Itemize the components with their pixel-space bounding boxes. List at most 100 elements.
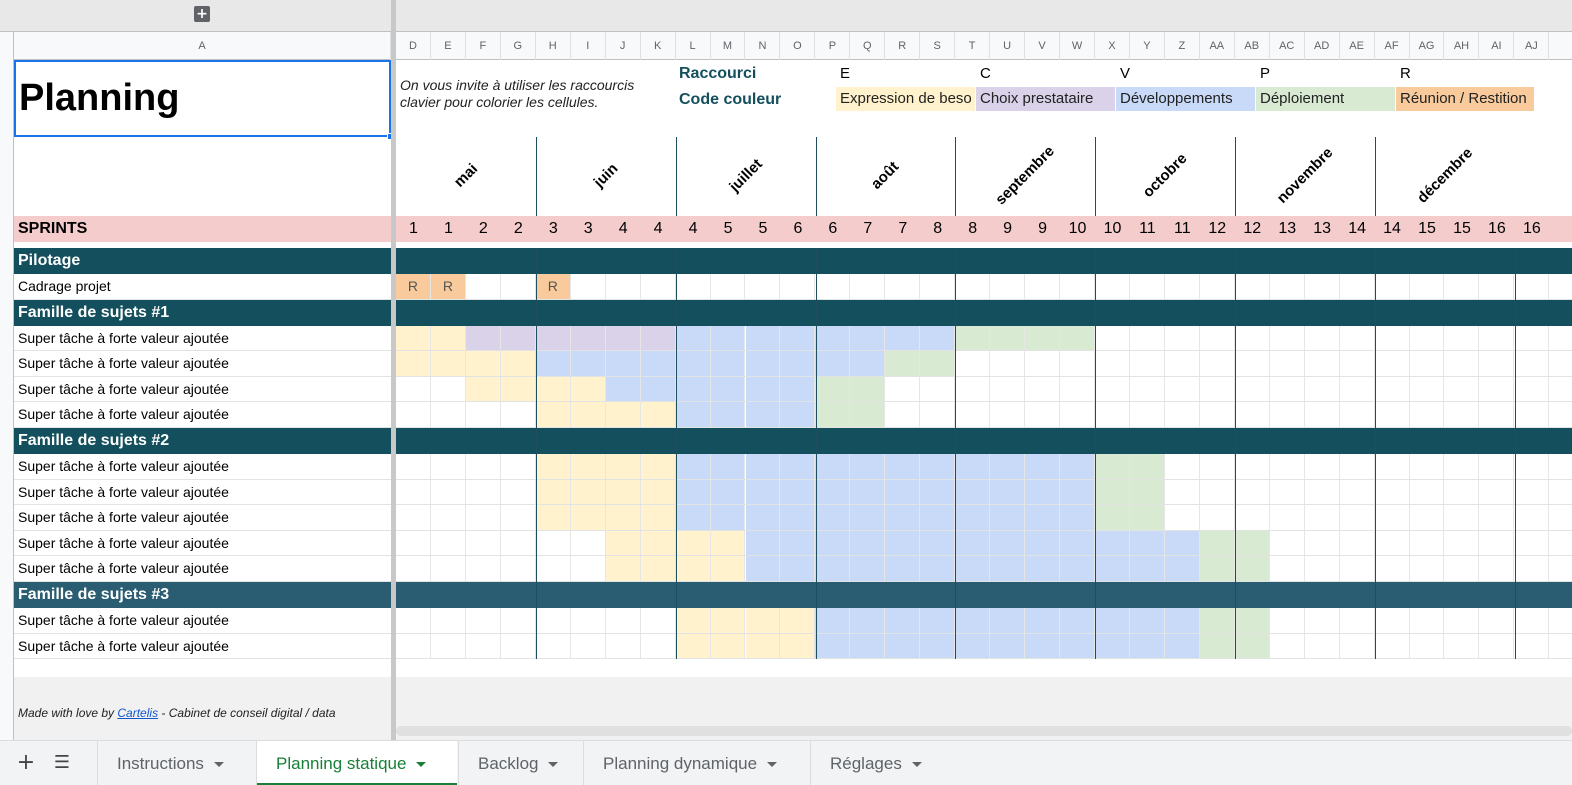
timeline-cell[interactable] [1235, 505, 1270, 531]
timeline-cell[interactable] [535, 325, 571, 352]
timeline-cell[interactable] [1270, 351, 1305, 377]
timeline-cell[interactable] [1129, 633, 1165, 660]
timeline-cell[interactable] [815, 556, 851, 582]
timeline-cell[interactable] [1410, 530, 1445, 557]
timeline-cell[interactable] [675, 376, 711, 403]
timeline-cell[interactable] [1164, 608, 1200, 634]
timeline-cell[interactable] [710, 608, 746, 634]
cartelis-link[interactable]: Cartelis [117, 706, 159, 720]
timeline-cell[interactable] [710, 479, 746, 506]
timeline-cell[interactable] [815, 608, 851, 634]
timeline-cell[interactable] [1305, 608, 1340, 634]
timeline-cell[interactable] [885, 351, 921, 377]
timeline-cell[interactable] [536, 556, 571, 582]
timeline-cell[interactable] [1060, 274, 1095, 300]
timeline-cell[interactable] [990, 351, 1026, 377]
timeline-cell[interactable] [850, 505, 886, 531]
timeline-cell[interactable] [1305, 376, 1340, 403]
timeline-cell[interactable] [1165, 325, 1200, 352]
timeline-cell[interactable] [850, 454, 886, 480]
timeline-cell[interactable] [1270, 530, 1305, 557]
timeline-cell[interactable] [675, 505, 711, 531]
timeline-cell[interactable] [850, 376, 886, 403]
timeline-cell[interactable] [466, 479, 501, 506]
timeline-cell[interactable] [500, 376, 536, 403]
timeline-cell[interactable] [955, 454, 991, 480]
timeline-cell[interactable] [675, 608, 711, 634]
timeline-cell[interactable] [710, 505, 746, 531]
timeline-cell[interactable] [640, 479, 676, 506]
timeline-cell[interactable] [1060, 608, 1095, 634]
column-header-z[interactable]: Z [1165, 32, 1200, 60]
sprints-label[interactable]: SPRINTS [18, 220, 88, 237]
timeline-cell[interactable] [920, 454, 956, 480]
timeline-cell[interactable] [675, 325, 711, 352]
timeline-cell[interactable] [570, 351, 606, 377]
timeline-cell[interactable] [955, 351, 991, 377]
sheet-tab[interactable]: Backlog [459, 741, 582, 785]
timeline-cell[interactable] [815, 530, 851, 557]
timeline-cell[interactable] [501, 530, 536, 557]
timeline-cell[interactable] [990, 376, 1026, 403]
timeline-cell[interactable] [1060, 479, 1095, 506]
timeline-cell[interactable] [885, 556, 921, 582]
timeline-cell[interactable] [1445, 351, 1480, 377]
select-all-corner[interactable] [0, 32, 14, 60]
column-header-n[interactable]: N [746, 32, 781, 60]
timeline-cell[interactable] [1479, 274, 1515, 300]
timeline-cell[interactable] [1165, 376, 1200, 403]
timeline-cell[interactable] [1025, 608, 1061, 634]
timeline-cell[interactable] [1375, 530, 1410, 557]
timeline-cell[interactable] [745, 351, 781, 377]
column-header-q[interactable]: Q [850, 32, 886, 60]
timeline-cell[interactable] [920, 608, 956, 634]
timeline-cell[interactable] [1095, 530, 1130, 557]
timeline-cell[interactable] [1199, 608, 1235, 634]
timeline-cell[interactable] [396, 633, 431, 660]
timeline-cell[interactable] [1129, 454, 1165, 480]
timeline-cell[interactable] [1095, 633, 1130, 660]
timeline-cell[interactable] [1305, 325, 1340, 352]
timeline-cell[interactable] [815, 402, 851, 428]
timeline-cell[interactable] [850, 633, 886, 660]
timeline-cell[interactable] [1025, 402, 1061, 428]
timeline-cell[interactable] [710, 402, 746, 428]
task-label[interactable]: Super tâche à forte valeur ajoutée [18, 483, 229, 500]
column-header-k[interactable]: K [641, 32, 676, 60]
timeline-cell[interactable] [1025, 479, 1061, 506]
timeline-cell[interactable] [1514, 351, 1550, 377]
timeline-cell[interactable] [1095, 376, 1130, 403]
timeline-cell[interactable] [920, 633, 956, 660]
chevron-down-icon[interactable] [416, 762, 427, 768]
timeline-cell[interactable] [815, 479, 851, 506]
timeline-cell[interactable] [710, 325, 746, 352]
add-sheet-icon[interactable]: + [16, 750, 36, 775]
timeline-cell[interactable] [1234, 530, 1270, 557]
timeline-cell[interactable] [1445, 274, 1480, 300]
section-label[interactable]: Famille de sujets #3 [18, 586, 170, 603]
timeline-cell[interactable] [885, 633, 921, 660]
timeline-cell[interactable] [1164, 633, 1200, 660]
timeline-cell[interactable] [570, 376, 606, 403]
timeline-cell[interactable] [1234, 608, 1270, 634]
timeline-cell[interactable] [1165, 479, 1200, 506]
timeline-cell[interactable] [535, 376, 571, 403]
timeline-cell[interactable] [710, 454, 746, 480]
timeline-cell[interactable] [1340, 351, 1375, 377]
timeline-cell[interactable] [1200, 325, 1235, 352]
timeline-cell[interactable] [745, 402, 781, 428]
timeline-cell[interactable] [780, 530, 816, 557]
task-label[interactable]: Super tâche à forte valeur ajoutée [18, 380, 229, 397]
timeline-cell[interactable] [1305, 633, 1340, 660]
timeline-cell[interactable] [780, 351, 816, 377]
timeline-cell[interactable] [1060, 530, 1095, 557]
timeline-cell[interactable] [1305, 274, 1340, 300]
timeline-cell[interactable] [1514, 608, 1550, 634]
timeline-cell[interactable] [675, 402, 711, 428]
timeline-cell[interactable] [1130, 402, 1165, 428]
timeline-cell[interactable] [466, 454, 501, 480]
timeline-cell[interactable] [396, 402, 431, 428]
timeline-cell[interactable] [955, 505, 991, 531]
timeline-cell[interactable] [1445, 505, 1480, 531]
section-label[interactable]: Famille de sujets #2 [18, 432, 170, 449]
